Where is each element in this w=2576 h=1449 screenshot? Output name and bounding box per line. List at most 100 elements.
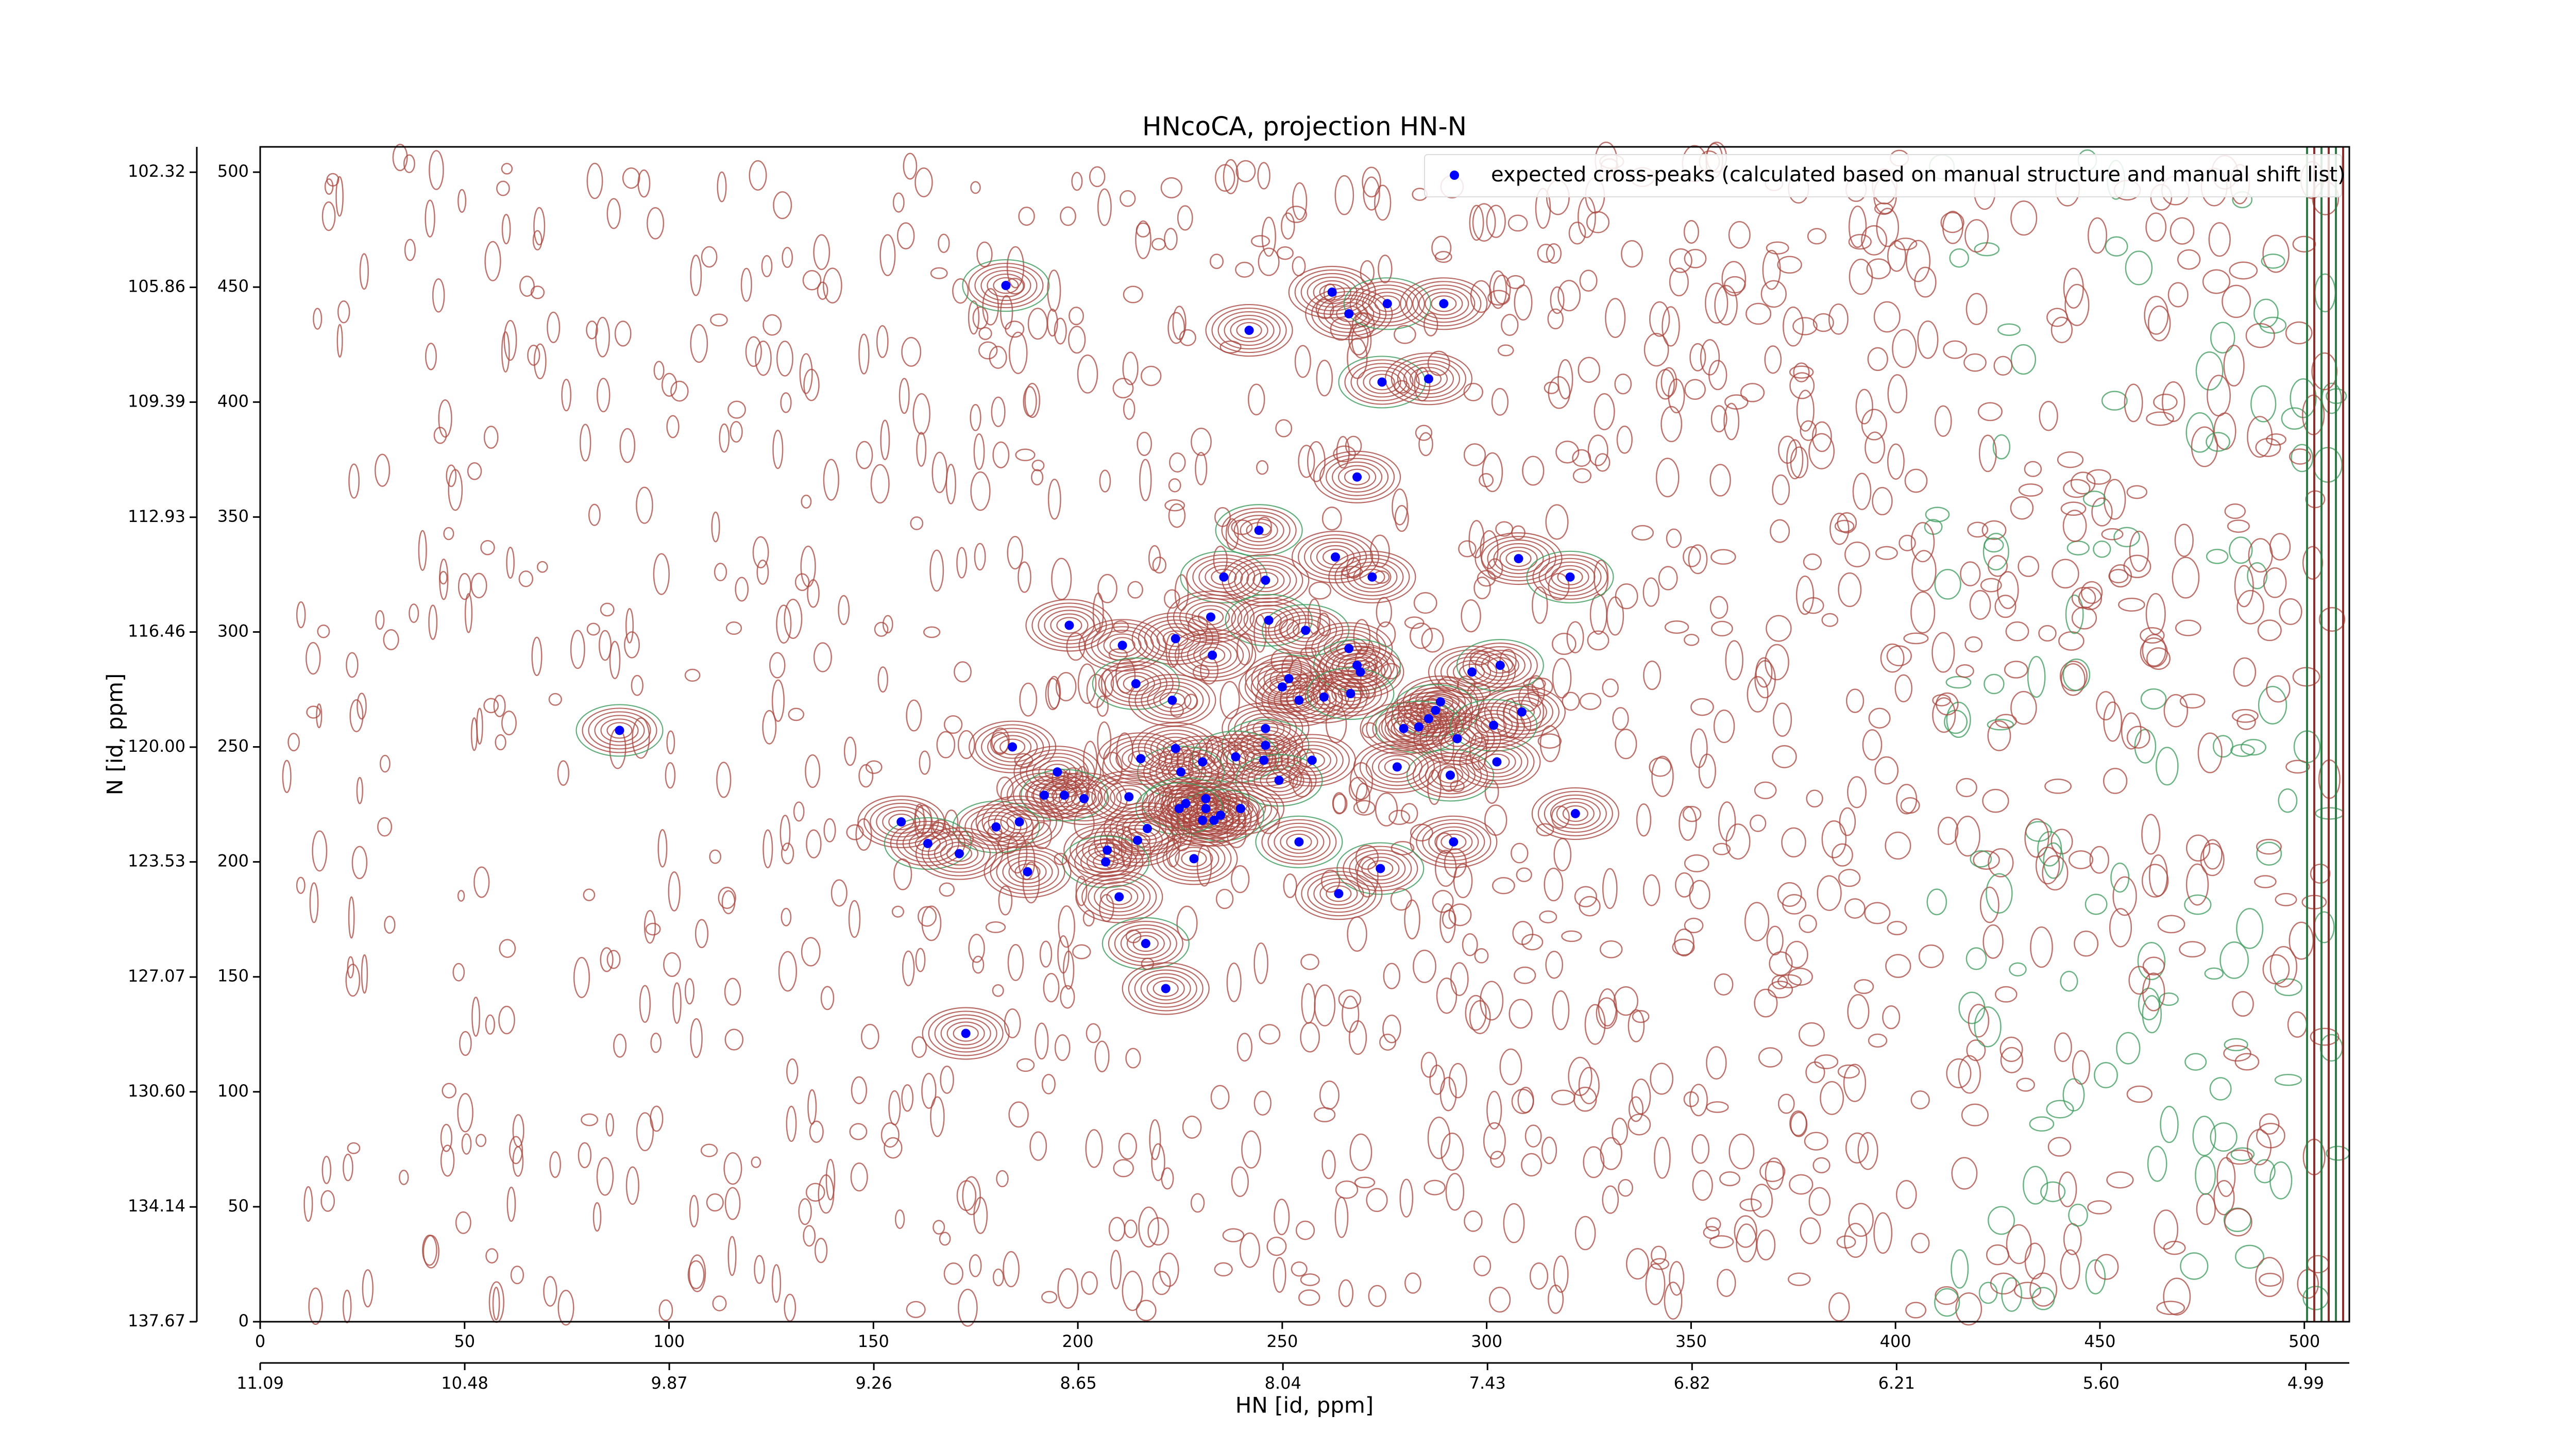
noise-contour bbox=[533, 207, 546, 246]
noise-contour bbox=[1015, 448, 1036, 462]
peak-contour bbox=[1344, 468, 1370, 485]
peak-contour bbox=[575, 704, 664, 757]
noise-contour bbox=[303, 1186, 313, 1222]
noise-contour bbox=[2170, 217, 2195, 245]
noise-contour bbox=[1728, 221, 1751, 249]
noise-contour bbox=[2103, 479, 2126, 520]
peak-contour bbox=[1391, 356, 1467, 402]
peak-contour bbox=[1493, 543, 1544, 575]
noise-contour bbox=[561, 379, 572, 412]
noise-contour bbox=[1814, 1054, 1839, 1069]
noise-contour bbox=[2060, 1249, 2080, 1290]
noise-contour bbox=[409, 603, 419, 623]
noise-contour bbox=[727, 400, 746, 419]
noise-contour bbox=[1316, 360, 1333, 397]
noise-contour bbox=[613, 1033, 627, 1058]
noise-contour bbox=[1587, 630, 1609, 651]
noise-contour bbox=[2210, 1122, 2238, 1152]
noise-contour bbox=[1684, 248, 1707, 268]
noise-contour bbox=[665, 762, 676, 789]
noise-contour bbox=[1484, 804, 1507, 836]
noise-contour bbox=[1762, 249, 1781, 290]
noise-contour bbox=[1612, 1117, 1628, 1145]
noise-contour bbox=[2184, 894, 2212, 915]
noise-contour bbox=[2262, 954, 2290, 985]
noise-contour bbox=[1705, 282, 1728, 324]
y-tick-label: 500 bbox=[217, 161, 249, 181]
cross-peak bbox=[1294, 837, 1304, 847]
noise-contour bbox=[509, 1136, 523, 1165]
noise-contour bbox=[771, 1264, 782, 1303]
noise-contour bbox=[945, 464, 956, 504]
noise-contour bbox=[1486, 1090, 1502, 1130]
noise-contour bbox=[1857, 1132, 1878, 1170]
noise-contour bbox=[1882, 1005, 1901, 1030]
noise-contour bbox=[1982, 788, 2009, 813]
cross-peak bbox=[1261, 740, 1270, 750]
noise-contour bbox=[1473, 576, 1491, 600]
noise-contour bbox=[976, 241, 993, 267]
noise-contour bbox=[2010, 690, 2037, 725]
noise-contour bbox=[1979, 886, 1999, 923]
noise-contour bbox=[1787, 1272, 1811, 1286]
noise-contour bbox=[2064, 283, 2090, 326]
noise-contour bbox=[1906, 240, 1931, 282]
peak-contour bbox=[1468, 646, 1532, 685]
peak-contour bbox=[1344, 359, 1420, 405]
peak-contour bbox=[1128, 966, 1204, 1012]
noise-contour bbox=[2094, 1062, 2118, 1089]
noise-contour bbox=[1789, 365, 1814, 379]
peak-contour bbox=[1334, 554, 1410, 600]
peak-contour bbox=[1295, 867, 1383, 920]
noise-contour bbox=[1552, 990, 1570, 1031]
cross-peak bbox=[1053, 767, 1062, 777]
peak-contour bbox=[1150, 832, 1238, 885]
noise-contour bbox=[1007, 536, 1024, 570]
peak-contour bbox=[1246, 522, 1272, 539]
peak-contour bbox=[1032, 776, 1096, 815]
noise-contour bbox=[404, 239, 416, 261]
noise-contour bbox=[2247, 416, 2273, 458]
noise-contour bbox=[865, 760, 883, 774]
noise-contour bbox=[1276, 246, 1294, 260]
noise-contour bbox=[1790, 446, 1809, 479]
peak-contour bbox=[1263, 675, 1301, 699]
peak-contour bbox=[1215, 504, 1303, 557]
noise-contour bbox=[1031, 459, 1045, 471]
noise-contour bbox=[2010, 496, 2034, 520]
x2-tick-label: 7.43 bbox=[1469, 1373, 1506, 1393]
noise-contour bbox=[906, 1301, 926, 1318]
noise-contour bbox=[1643, 333, 1669, 367]
peak-contour bbox=[1031, 787, 1058, 804]
peak-contour bbox=[1061, 835, 1150, 888]
noise-contour bbox=[429, 150, 444, 190]
peak-contour bbox=[1186, 554, 1262, 600]
noise-contour bbox=[2235, 1244, 2264, 1269]
noise-contour bbox=[1932, 694, 1951, 706]
noise-contour bbox=[1887, 374, 1908, 414]
noise-contour bbox=[1301, 983, 1316, 1024]
peak-contour bbox=[993, 277, 1019, 294]
noise-contour bbox=[2307, 1255, 2330, 1274]
peak-contour bbox=[1076, 831, 1139, 869]
peak-contour bbox=[922, 1007, 1010, 1060]
noise-contour bbox=[475, 1134, 487, 1148]
noise-contour bbox=[1283, 873, 1297, 898]
noise-contour bbox=[1606, 596, 1624, 636]
noise-contour bbox=[1151, 1143, 1165, 1182]
noise-contour bbox=[1986, 873, 2013, 914]
peak-contour bbox=[964, 807, 1028, 846]
noise-contour bbox=[848, 900, 861, 938]
peak-contour bbox=[934, 838, 985, 869]
noise-contour bbox=[1855, 389, 1873, 425]
peak-contour bbox=[1362, 288, 1413, 319]
noise-contour bbox=[403, 154, 415, 173]
noise-contour bbox=[952, 278, 969, 304]
peak-contour bbox=[1039, 780, 1090, 811]
noise-contour bbox=[1300, 1273, 1320, 1286]
peak-contour bbox=[1322, 548, 1349, 566]
noise-contour bbox=[1739, 1198, 1762, 1212]
noise-contour bbox=[1247, 383, 1265, 416]
noise-contour bbox=[2141, 814, 2161, 855]
noise-contour bbox=[1432, 890, 1454, 913]
